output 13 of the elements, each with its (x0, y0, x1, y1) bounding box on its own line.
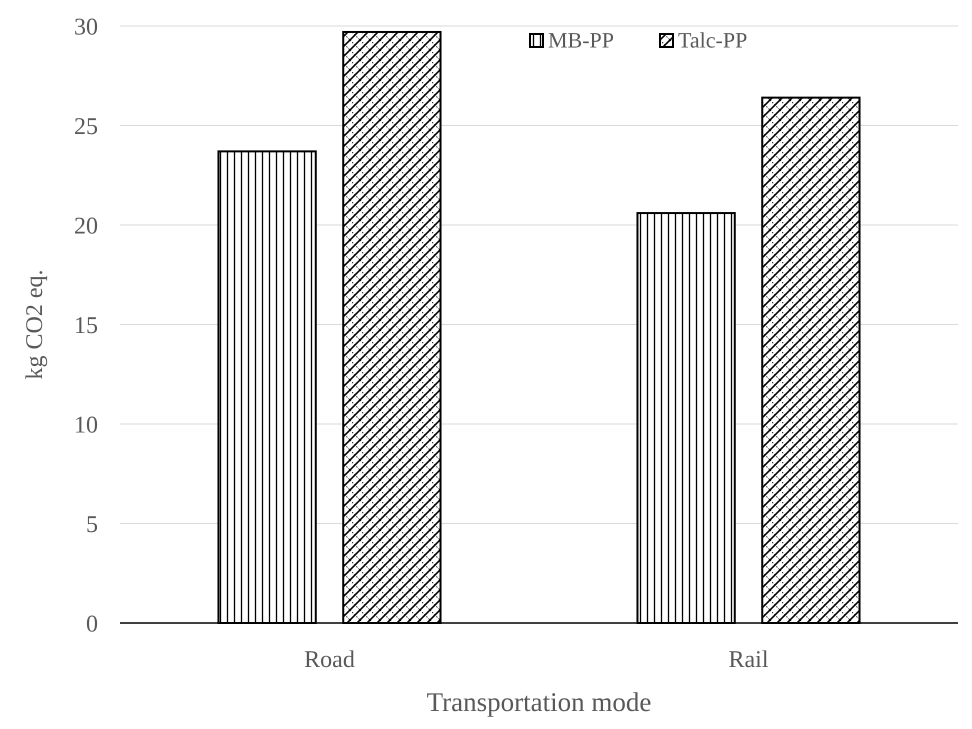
y-tick-label: 25 (74, 114, 98, 140)
y-tick-label: 0 (86, 611, 98, 638)
y-tick-label: 10 (74, 412, 98, 438)
y-tick-label: 30 (74, 14, 98, 40)
x-axis-title: Transportation mode (426, 687, 652, 717)
y-axis-title: kg CO2 eq. (22, 270, 48, 380)
y-tick-label: 20 (74, 213, 98, 240)
legend-label: Talc-PP (678, 28, 748, 53)
y-tick-label: 5 (86, 512, 98, 538)
x-tick-label: Road (304, 647, 355, 673)
legend-label: MB-PP (548, 28, 614, 53)
x-tick-label: Rail (728, 647, 769, 673)
y-tick-label: 15 (74, 312, 98, 339)
